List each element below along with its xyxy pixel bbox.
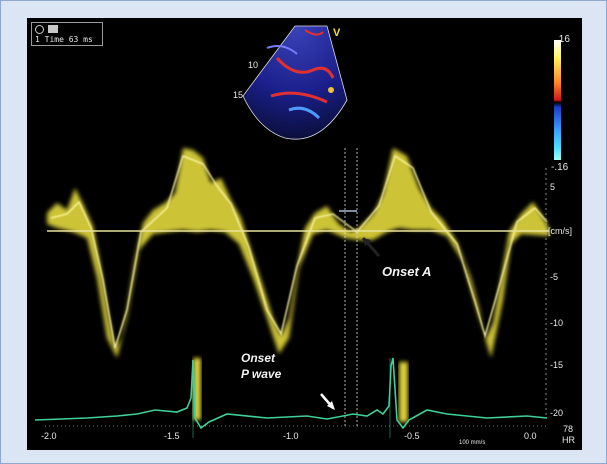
onset-a-label: Onset A — [382, 264, 431, 279]
vel-unit: [cm/s] — [548, 226, 572, 236]
sector-flow-red — [275, 56, 335, 79]
vel-tick-minus15: -15 — [550, 360, 563, 370]
vel-tick-minus5: -5 — [550, 272, 558, 282]
ecg-trace — [34, 357, 548, 430]
time-tick-minus1: -1.0 — [283, 431, 299, 441]
sector-tag: V — [333, 27, 341, 39]
doppler-display: V 10 15 .16 -.16 — [34, 25, 575, 446]
probe-icon — [35, 24, 44, 34]
depth-label-15: 15 — [233, 90, 243, 100]
onset-p-label-1: Onset — [241, 351, 276, 365]
vel-tick-5: 5 — [550, 182, 555, 192]
onset-a-arrow — [363, 238, 371, 246]
time-tick-minus0-5: -0.5 — [404, 431, 420, 441]
info-box-icons — [35, 24, 58, 34]
color-scale-top: .16 — [556, 34, 570, 45]
sector-flow-red-2 — [270, 91, 328, 104]
ultrasound-screen: 1 Time 63 ms — [27, 18, 582, 450]
vel-tick-minus20: -20 — [550, 408, 563, 418]
time-axis: -2.0 -1.5 -1.0 -0.5 0.0 100 mm/s 78 HR — [41, 424, 575, 446]
color-sector: V 10 15 — [233, 25, 348, 140]
depth-label-10: 10 — [248, 60, 258, 70]
time-readout: 1 Time 63 ms — [35, 35, 93, 44]
time-tick-minus1-5: -1.5 — [164, 431, 180, 441]
doppler-spectrum — [47, 148, 549, 422]
color-scale: .16 -.16 — [551, 34, 570, 173]
annotations: Onset A Onset P wave — [241, 237, 431, 410]
time-tick-0: 0.0 — [524, 431, 537, 441]
color-scale-bar — [554, 40, 561, 160]
hr-label: HR — [562, 435, 575, 445]
onset-p-label-2: P wave — [241, 367, 282, 381]
time-tick-minus2: -2.0 — [41, 431, 57, 441]
onset-p-arrow — [327, 401, 335, 410]
velocity-axis: 5 [cm/s] -5 -10 -15 -20 — [545, 168, 572, 418]
thumbnail-icon — [48, 25, 58, 33]
sweep-speed: 100 mm/s — [459, 440, 485, 446]
sector-shape — [242, 25, 348, 140]
sector-flow-yellow — [328, 87, 334, 93]
sector-flow-blue — [288, 106, 321, 120]
vel-tick-minus10: -10 — [550, 318, 563, 328]
hr-value: 78 — [563, 424, 573, 434]
info-box: 1 Time 63 ms — [31, 22, 103, 46]
color-scale-bottom: -.16 — [551, 162, 569, 173]
